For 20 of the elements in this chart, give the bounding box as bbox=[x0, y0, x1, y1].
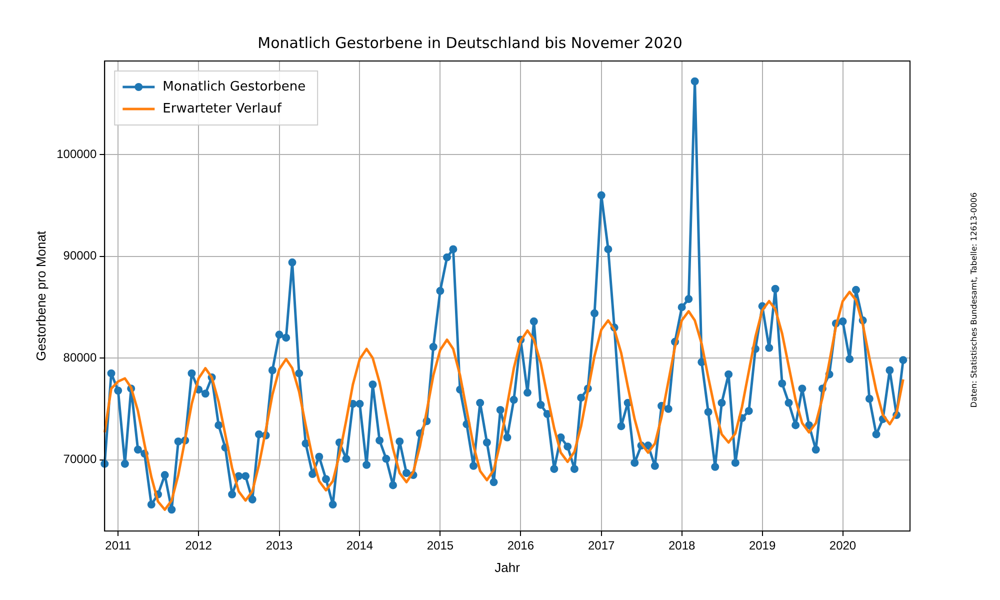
x-tick-label: 2017 bbox=[588, 538, 616, 553]
y-axis-title: Gestorbene pro Monat bbox=[33, 230, 48, 362]
x-tick-label: 2019 bbox=[748, 538, 776, 553]
x-axis-title: Jahr bbox=[494, 560, 521, 575]
x-tick-label: 2020 bbox=[829, 538, 856, 553]
y-tick-label: 90000 bbox=[63, 248, 97, 263]
text: Daten: Statistisches Bundesamt, Tabelle: 12613-0006 bbox=[970, 192, 978, 408]
x-tick-label: 2013 bbox=[266, 538, 293, 553]
x-tick-label: 2011 bbox=[105, 538, 132, 553]
chart-title: Monatlich Gestorbene in Deutschland bis Novemer 2020 bbox=[258, 34, 682, 52]
y-tick-label: 70000 bbox=[63, 452, 97, 466]
x-tick-label: 2018 bbox=[668, 538, 696, 553]
x-tick-label: 2012 bbox=[185, 538, 212, 553]
y-tick-label: 80000 bbox=[63, 350, 97, 364]
legend-label: Erwarteter Verlauf bbox=[162, 101, 282, 116]
legend-label: Monatlich Gestorbene bbox=[162, 79, 306, 94]
x-tick-label: 2015 bbox=[426, 538, 454, 553]
x-tick-label: 2014 bbox=[346, 538, 374, 553]
x-tick-label: 2016 bbox=[507, 538, 534, 553]
y-tick-label: 100000 bbox=[56, 146, 97, 161]
